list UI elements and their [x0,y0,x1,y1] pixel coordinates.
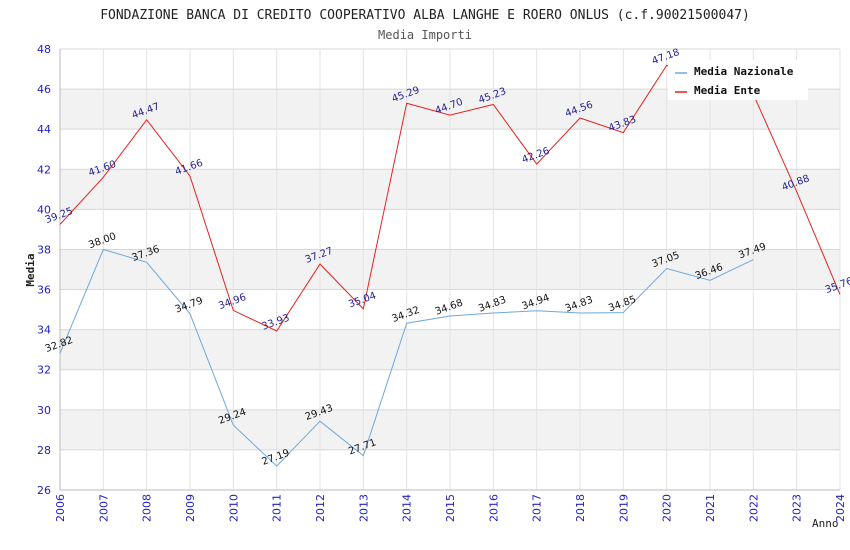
chart-title: FONDAZIONE BANCA DI CREDITO COOPERATIVO … [100,8,750,23]
y-tick-label: 36 [37,284,51,297]
x-tick-label: 2018 [574,494,587,522]
x-tick-label: 2020 [661,494,674,522]
legend-label-media-ente: Media Ente [694,84,761,97]
x-tick-label: 2006 [54,494,67,522]
legend-label-media-nazionale: Media Nazionale [694,65,794,78]
y-tick-label: 38 [37,243,51,256]
x-tick-label: 2024 [834,494,847,522]
series-line-media-nazionale [59,248,754,467]
x-tick-label: 2019 [617,494,630,522]
x-axis-label: Anno [812,517,839,530]
x-tick-label: 2014 [401,494,414,522]
y-axis-label: Media [24,253,37,286]
y-tick-label: 42 [37,163,51,176]
y-tick-label: 26 [37,484,51,497]
y-tick-label: 34 [37,324,51,337]
x-tick-label: 2008 [141,494,154,522]
y-tick-label: 46 [37,83,51,96]
x-tick-label: 2017 [531,494,544,522]
y-tick-label: 32 [37,364,51,377]
x-tick-label: 2021 [704,494,717,522]
x-tick-label: 2013 [357,494,370,522]
x-tick-label: 2011 [271,494,284,522]
legend-background [668,60,808,100]
x-tick-label: 2022 [747,494,760,522]
y-tick-label: 30 [37,404,51,417]
y-axis-ticks: 26 28 30 32 34 36 38 40 42 44 46 48 [37,43,51,497]
x-tick-label: 2010 [227,494,240,522]
x-tick-label: 2016 [487,494,500,522]
grid-lines [59,48,841,491]
x-axis-ticks: 2006 2007 2008 2009 2010 2011 2012 2013 2014 2015… [54,494,847,522]
x-tick-label: 2023 [791,494,804,522]
chart-subtitle: Media Importi [378,28,472,42]
x-tick-label: 2012 [314,494,327,522]
x-tick-label: 2007 [97,494,110,522]
y-tick-label: 48 [37,43,51,56]
y-tick-label: 40 [37,203,51,216]
y-tick-label: 28 [37,444,51,457]
y-tick-label: 44 [37,123,51,136]
x-tick-label: 2015 [444,494,457,522]
x-tick-label: 2009 [184,494,197,522]
chart-legend: Media Nazionale Media Ente [668,60,808,100]
